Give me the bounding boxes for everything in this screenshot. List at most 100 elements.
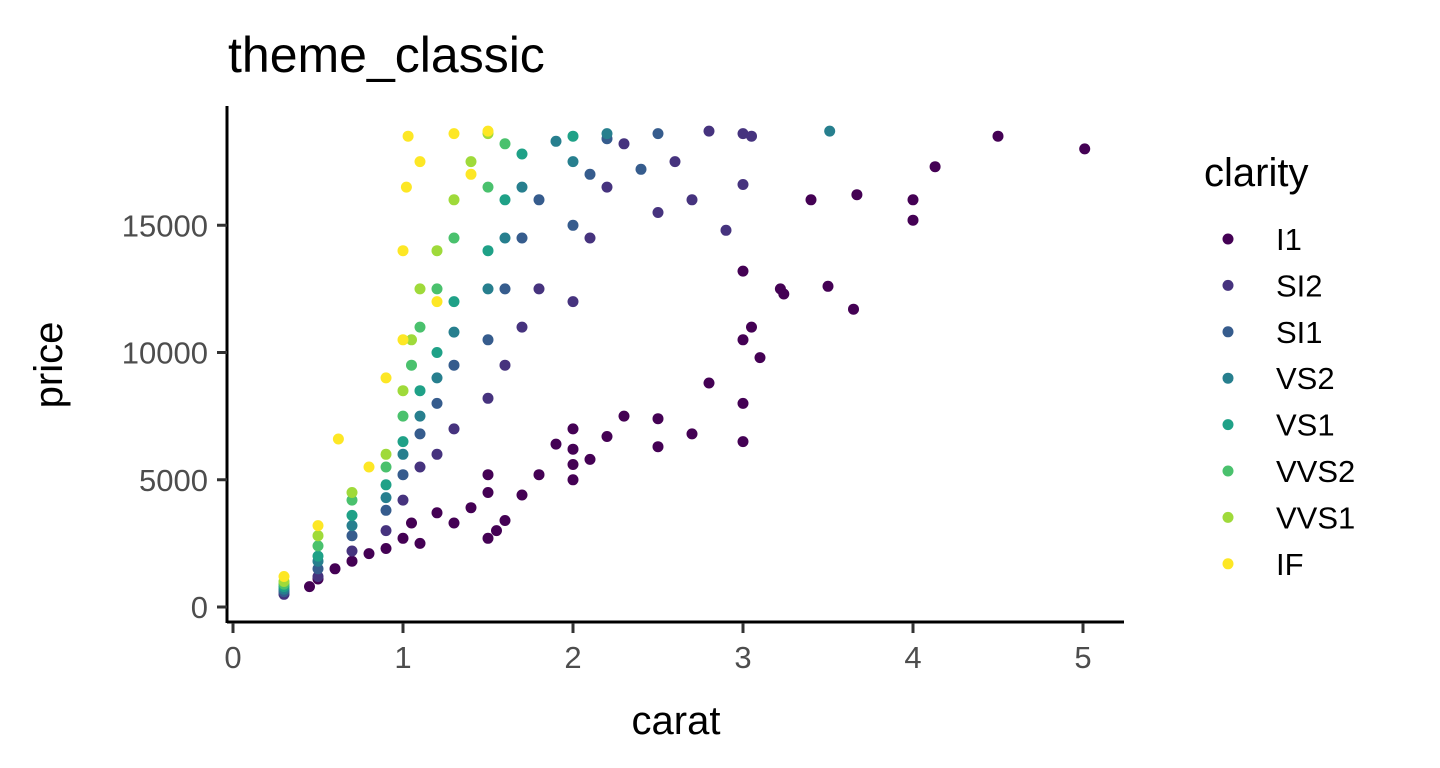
legend-label: IF (1276, 547, 1304, 582)
data-point (380, 504, 392, 516)
data-point (448, 423, 460, 435)
data-point (397, 245, 409, 257)
data-point (992, 130, 1004, 142)
legend-item-SI1: SI1 (1222, 315, 1323, 350)
y-axis-title: price (27, 322, 71, 409)
data-point (929, 161, 941, 173)
legend-item-VS1: VS1 (1222, 408, 1335, 443)
data-point (516, 321, 528, 333)
data-point (778, 288, 790, 300)
data-point (400, 181, 412, 193)
data-point (482, 125, 494, 137)
data-point (397, 532, 409, 544)
legend-label: VS2 (1276, 361, 1335, 396)
data-point (397, 494, 409, 506)
data-point (397, 334, 409, 346)
data-point (414, 283, 426, 295)
legend-item-VVS1: VVS1 (1222, 500, 1355, 535)
data-point (601, 431, 613, 442)
data-point (380, 448, 392, 460)
data-point (652, 441, 664, 453)
data-point (824, 125, 836, 137)
data-point (312, 530, 324, 542)
data-point (499, 359, 511, 371)
data-point (567, 219, 579, 231)
data-point (516, 148, 528, 160)
data-point (448, 296, 460, 308)
series-VS1 (278, 130, 579, 593)
data-point (380, 461, 392, 473)
data-point (652, 413, 664, 425)
data-point (414, 537, 426, 549)
data-point (499, 138, 511, 150)
y-tick-label: 10000 (122, 336, 208, 371)
data-point (448, 326, 460, 338)
data-point (346, 487, 358, 498)
legend-key (1222, 233, 1234, 245)
data-point (516, 489, 528, 501)
data-point (601, 128, 613, 140)
series-IF (278, 125, 494, 582)
legend-label: SI1 (1276, 315, 1323, 350)
data-point (414, 156, 426, 168)
data-point (550, 438, 562, 450)
x-axis-ticks: 0 1 2 3 4 5 (224, 623, 1092, 675)
legend-key (1222, 511, 1234, 523)
data-point (397, 410, 409, 422)
data-point (686, 194, 698, 206)
data-point (499, 283, 511, 295)
y-tick-label: 0 (191, 590, 208, 625)
data-point (516, 232, 528, 244)
data-point (618, 410, 630, 422)
data-point (406, 359, 417, 371)
data-point (822, 280, 834, 292)
data-point (482, 181, 494, 193)
data-point (363, 461, 375, 473)
data-point (737, 334, 749, 346)
data-point (720, 224, 732, 236)
data-point (754, 352, 766, 364)
data-point (431, 245, 443, 257)
legend-key (1222, 558, 1234, 570)
legend-label: SI2 (1276, 268, 1323, 303)
y-axis-ticks: 0 5000 10000 15000 (122, 208, 227, 625)
data-point (907, 214, 919, 226)
legend: clarity I1 SI2 SI1 VS2 VS1 VVS2 VVS1 IF (1204, 151, 1355, 582)
data-point (329, 563, 341, 575)
data-point (907, 194, 919, 206)
data-point (584, 168, 596, 180)
data-point (431, 397, 443, 409)
data-point (312, 520, 324, 532)
plot-area: 0 1 2 3 4 5 0 5000 10000 15000 (122, 106, 1124, 675)
data-point (703, 377, 715, 389)
series-VVS2 (278, 138, 511, 590)
data-point (406, 517, 417, 529)
data-point (652, 128, 664, 140)
data-point (533, 283, 545, 295)
data-point (414, 321, 426, 333)
data-point (380, 479, 392, 491)
data-point (703, 125, 715, 137)
data-point (414, 410, 426, 422)
data-point (482, 245, 494, 257)
data-point (380, 525, 392, 537)
data-point (567, 423, 579, 435)
data-point (431, 448, 443, 460)
data-point (346, 530, 358, 542)
data-point (482, 392, 494, 404)
data-point (414, 385, 426, 397)
data-point (465, 502, 477, 514)
y-tick-label: 5000 (139, 463, 208, 498)
data-point (584, 453, 596, 465)
legend-key (1222, 326, 1234, 338)
data-point (550, 135, 562, 147)
data-point (567, 474, 579, 486)
data-point (482, 334, 494, 346)
y-tick-label: 15000 (122, 208, 208, 243)
data-point (448, 194, 460, 206)
series-SI1 (278, 128, 664, 598)
legend-key (1222, 279, 1234, 291)
data-point (402, 130, 414, 142)
data-point (533, 469, 545, 481)
data-point (431, 347, 443, 358)
